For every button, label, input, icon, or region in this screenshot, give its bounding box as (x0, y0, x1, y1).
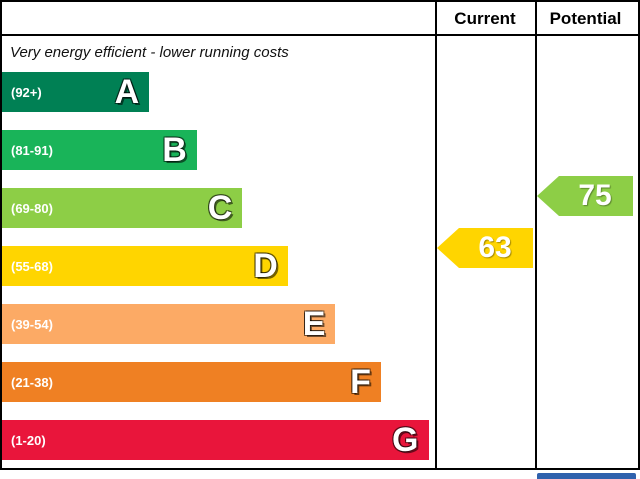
current-column-header: Current (454, 9, 516, 28)
band-letter: F (350, 363, 371, 401)
band-range-label: (92+) (11, 84, 42, 100)
potential-column-header: Potential (549, 9, 622, 28)
band-range-label: (1-20) (11, 432, 46, 448)
band-range-label: (69-80) (11, 200, 53, 216)
divider-current-potential (535, 2, 537, 468)
band-letter: E (302, 305, 326, 343)
band-bar-d: (55-68) D (2, 246, 288, 286)
decorative-blue-strip (537, 473, 636, 479)
band-range-label: (55-68) (11, 258, 53, 274)
band-row-d: (55-68) D (2, 246, 435, 298)
column-header-row (2, 2, 638, 36)
band-bar-c: (69-80) C (2, 188, 243, 228)
band-bar-f: (21-38) F (2, 362, 381, 402)
potential-rating-arrow: 75 (537, 176, 633, 216)
band-bar-b: (81-91) B (2, 130, 197, 170)
band-letter: C (207, 189, 233, 227)
band-letter: A (114, 73, 140, 111)
band-letter: D (253, 247, 278, 285)
band-row-c: (69-80) C (2, 188, 435, 240)
band-letter: B (162, 131, 187, 169)
band-row-e: (39-54) E (2, 304, 435, 356)
current-rating-arrow: 63 (437, 228, 533, 268)
current-rating-value: 63 (478, 231, 512, 264)
band-bar-g: (1-20) G (2, 420, 429, 460)
band-range-label: (21-38) (11, 374, 53, 390)
caption-very-efficient: Very energy efficient - lower running co… (10, 43, 289, 61)
band-row-f: (21-38) F (2, 362, 435, 414)
potential-rating-value: 75 (578, 179, 612, 212)
caption-not-efficient: Not energy efficient - higher running co… (2, 472, 435, 479)
band-bar-a: (92+) A (2, 72, 150, 112)
band-range-label: (81-91) (11, 142, 53, 158)
band-row-b: (81-91) B (2, 130, 435, 182)
band-row-g: (1-20) G (2, 420, 435, 472)
band-row-a: (92+) A (2, 72, 435, 124)
divider-chart-current (435, 2, 437, 468)
band-letter: G (392, 421, 419, 459)
band-bar-e: (39-54) E (2, 304, 336, 344)
rating-bands-column: Very energy efficient - lower running co… (2, 38, 435, 468)
band-range-label: (39-54) (11, 316, 53, 332)
